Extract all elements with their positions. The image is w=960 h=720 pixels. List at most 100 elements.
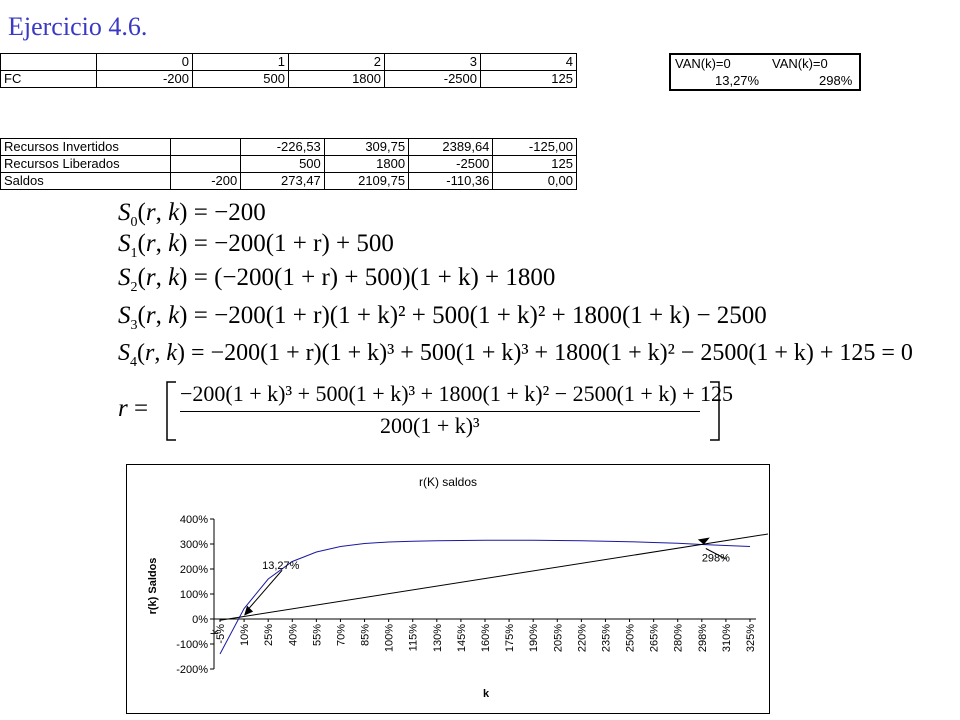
table-row: Recursos Invertidos -226,53 309,75 2389,… (0, 138, 577, 156)
table-cell: 309,75 (323, 138, 410, 156)
x-tick-label: 145% (456, 624, 468, 652)
y-axis-label: r(k) Saldos (147, 558, 159, 615)
table-cell: 500 (192, 70, 289, 88)
fraction-denominator: 200(1 + k)³ (380, 413, 480, 438)
x-tick-label: 265% (649, 624, 661, 652)
table-cell: 125 (480, 70, 577, 88)
table-cell: Saldos (0, 172, 172, 190)
table-cell: -200 (96, 70, 193, 88)
rk-saldos-chart: r(K) saldos r(k) Saldos k 400% 300% 200% 10… (126, 464, 770, 714)
equation-r: r = −200(1 + k)³ + 500(1 + k)³ + 1800(1 … (118, 381, 733, 441)
table-cell: -2500 (408, 155, 494, 173)
table-cell (170, 138, 242, 156)
x-tick-label: 85% (360, 624, 372, 646)
equation-s2: S2(r, k) = (−200(1 + r) + 500)(1 + k) + … (118, 264, 556, 295)
y-tick-label: 300% (180, 539, 208, 551)
equation-s4: S4(r, k) = −200(1 + r)(1 + k)³ + 500(1 +… (118, 340, 913, 370)
table-cell: 2389,64 (408, 138, 494, 156)
table-cell: -125,00 (492, 138, 577, 156)
van-value-1: 13,27% (715, 73, 760, 88)
balances-table: Recursos Invertidos -226,53 309,75 2389,… (0, 138, 577, 190)
table-cell: 500 (240, 155, 325, 173)
x-tick-label: 190% (528, 624, 540, 652)
x-tick-label: 298% (697, 624, 709, 652)
table-cell: 4 (480, 53, 577, 71)
bracket-right (710, 381, 720, 441)
table-cell: 0,00 (492, 172, 577, 190)
page-title: Ejercicio 4.6. (8, 12, 148, 41)
table-cell: 2 (288, 53, 385, 71)
table-cell: Recursos Invertidos (0, 138, 172, 156)
x-tick-label: 100% (384, 624, 396, 652)
x-tick-label: 115% (408, 624, 420, 652)
table-row: Saldos -200 273,47 2109,75 -110,36 0,00 (0, 172, 577, 190)
table-cell: Recursos Liberados (0, 155, 172, 173)
van-header-1: VAN(k)=0 (675, 56, 731, 71)
x-tick-label: 235% (600, 624, 612, 652)
series-line-saldos (219, 539, 751, 655)
x-tick-label: 175% (504, 624, 516, 652)
table-cell (0, 53, 97, 71)
x-tick-label: 310% (721, 624, 733, 652)
x-tick-label: 70% (335, 624, 347, 646)
x-tick-label: 55% (311, 624, 323, 646)
table-cell (170, 155, 242, 173)
table-cell: 1 (192, 53, 289, 71)
bracket-left (166, 381, 176, 441)
x-tick-label: 130% (432, 624, 444, 652)
equation-s2-rhs: = (−200(1 + r) + 500)(1 + k) + 1800 (193, 264, 556, 291)
x-tick-label: 325% (745, 624, 757, 652)
equation-s3-rhs: = −200(1 + r)(1 + k)² + 500(1 + k)² + 18… (193, 302, 767, 329)
table-cell: -200 (170, 172, 242, 190)
annotation-arrow (705, 548, 727, 560)
table-cell: 0 (96, 53, 193, 71)
table-cell: -110,36 (408, 172, 494, 190)
y-tick-label: 400% (180, 514, 208, 526)
x-tick-label: 25% (263, 624, 275, 646)
table-cell: FC (0, 70, 97, 88)
table-cell: -2500 (384, 70, 481, 88)
annotation-label: 13,27% (262, 560, 300, 572)
chart-title: r(K) saldos (419, 475, 477, 489)
equation-s3: S3(r, k) = −200(1 + r)(1 + k)² + 500(1 +… (118, 302, 767, 333)
table-cell: 2109,75 (323, 172, 410, 190)
table-cell: 1800 (288, 70, 385, 88)
equation-s0-rhs: = −200 (193, 199, 266, 226)
x-tick-label: 40% (287, 624, 299, 646)
series-line-identity (219, 533, 769, 621)
fraction-bar (180, 411, 700, 412)
x-tick-label: -5% (215, 624, 227, 644)
x-tick-label: 250% (625, 624, 637, 652)
annotation-arrow (245, 569, 283, 613)
cash-flow-table: 0 1 2 3 4 FC -200 500 1800 -2500 125 (0, 53, 577, 88)
chart-frame (126, 464, 770, 714)
table-cell: 3 (384, 53, 481, 71)
k-axis-marker: k (210, 629, 221, 635)
annotation-label: 298% (702, 553, 730, 565)
y-tick-label: -100% (176, 639, 208, 651)
table-cell: 273,47 (240, 172, 325, 190)
x-tick-label: 10% (239, 624, 251, 646)
table-row: 0 1 2 3 4 (0, 53, 577, 71)
table-row: Recursos Liberados 500 1800 -2500 125 (0, 155, 577, 173)
table-cell: -226,53 (240, 138, 325, 156)
plot-area: 400% 300% 200% 100% 0% -100% -200% -5% 10% 25% 40%… (176, 514, 769, 676)
van-value-2: 298% (819, 73, 853, 88)
y-tick-label: 200% (180, 564, 208, 576)
annotation-arrowhead (697, 537, 710, 545)
table-cell: 125 (492, 155, 577, 173)
x-tick-label: 220% (576, 624, 588, 652)
x-tick-label: 205% (552, 624, 564, 652)
y-tick-label: 0% (192, 614, 208, 626)
equation-s0: S0(r, k) = −200 (118, 199, 266, 230)
equation-s1-rhs: = −200(1 + r) + 500 (193, 230, 394, 257)
equation-s4-rhs: = −200(1 + r)(1 + k)³ + 500(1 + k)³ + 18… (191, 340, 913, 366)
y-tick-label: -200% (176, 664, 208, 676)
x-tick-label: 280% (673, 624, 685, 652)
x-axis-label: k (483, 688, 490, 700)
van-header-2: VAN(k)=0 (772, 56, 828, 71)
y-tick-label: 100% (180, 589, 208, 601)
annotation-arrowhead (244, 605, 254, 616)
van-box: VAN(k)=0 VAN(k)=0 13,27% 298% (669, 53, 861, 91)
equation-s1: S1(r, k) = −200(1 + r) + 500 (118, 230, 394, 261)
